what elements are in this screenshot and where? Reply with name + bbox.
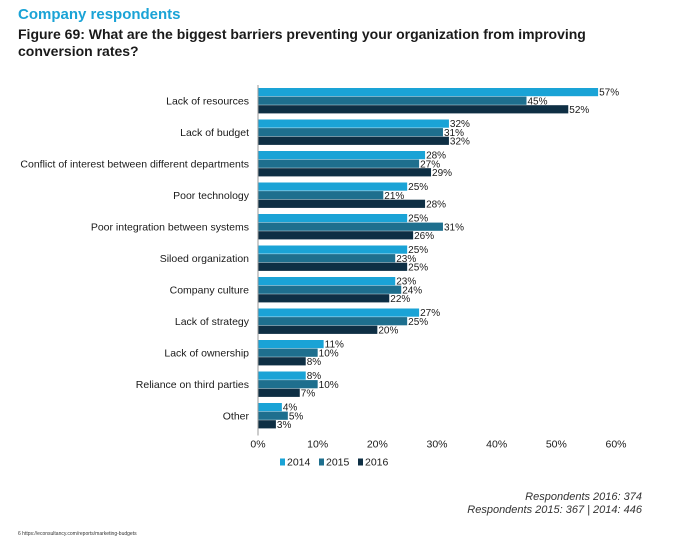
- bar-value-label: 10%: [319, 380, 339, 391]
- bar-2015: [258, 317, 408, 326]
- legend-swatch-2016: [358, 458, 363, 466]
- bar-2014: [258, 403, 282, 412]
- bar-2015: [258, 222, 443, 231]
- respondents-2016: Respondents 2016: 374: [525, 491, 642, 503]
- respondents-note: Respondents 2016: 374 Respondents 2015: …: [467, 491, 642, 517]
- category-label: Poor technology: [173, 190, 250, 202]
- bar-value-label: 8%: [307, 371, 322, 382]
- bar-2016: [258, 420, 276, 429]
- x-tick-label: 40%: [486, 439, 507, 451]
- category-label: Conflict of interest between different d…: [20, 159, 249, 171]
- bar-2016: [258, 325, 378, 334]
- legend-label: 2015: [326, 457, 350, 469]
- x-tick-label: 10%: [307, 439, 328, 451]
- bar-2016: [258, 168, 432, 177]
- bar-value-label: 31%: [444, 222, 464, 233]
- bar-value-label: 25%: [408, 317, 428, 328]
- bar-2014: [258, 340, 324, 349]
- bar-value-label: 23%: [396, 277, 416, 288]
- bar-2014: [258, 151, 426, 160]
- category-label: Company culture: [170, 285, 250, 297]
- bar-value-label: 29%: [432, 168, 452, 179]
- bar-value-label: 8%: [307, 357, 322, 368]
- x-tick-label: 0%: [250, 439, 265, 451]
- source-footnote: 6 https://econsultancy.com/reports/marke…: [18, 531, 137, 537]
- bar-2016: [258, 294, 390, 303]
- legend-swatch-2014: [280, 458, 285, 466]
- category-label: Other: [223, 411, 250, 423]
- bar-value-label: 7%: [301, 388, 316, 399]
- bar-value-label: 31%: [444, 128, 464, 139]
- bar-value-label: 25%: [408, 245, 428, 256]
- legend-label: 2016: [365, 457, 389, 469]
- bar-value-label: 21%: [384, 191, 404, 202]
- bar-value-label: 32%: [450, 136, 470, 147]
- bar-value-label: 52%: [569, 105, 589, 116]
- bar-value-label: 4%: [283, 403, 298, 414]
- x-tick-label: 50%: [546, 439, 567, 451]
- bar-value-label: 23%: [396, 254, 416, 265]
- category-label: Lack of resources: [166, 96, 249, 108]
- x-tick-label: 20%: [367, 439, 388, 451]
- category-label: Lack of strategy: [175, 316, 250, 328]
- bar-2016: [258, 231, 414, 240]
- bar-2015: [258, 159, 420, 168]
- category-label: Siloed organization: [160, 253, 249, 265]
- bar-value-label: 32%: [450, 119, 470, 130]
- bar-2016: [258, 199, 426, 208]
- bar-value-label: 25%: [408, 214, 428, 225]
- bar-value-label: 28%: [426, 151, 446, 162]
- category-label: Poor integration between systems: [91, 222, 249, 234]
- bar-value-label: 28%: [426, 199, 446, 210]
- category-label: Reliance on third parties: [136, 379, 249, 391]
- legend-label: 2014: [287, 457, 311, 469]
- bar-value-label: 26%: [414, 231, 434, 242]
- bar-2014: [258, 88, 599, 97]
- bar-2014: [258, 371, 306, 380]
- bar-2015: [258, 348, 318, 357]
- section-label: Company respondents: [18, 6, 181, 23]
- bar-value-label: 25%: [408, 262, 428, 273]
- bar-value-label: 22%: [390, 294, 410, 305]
- bar-value-label: 27%: [420, 308, 440, 319]
- bar-2016: [258, 357, 306, 366]
- bar-value-label: 10%: [319, 348, 339, 359]
- bar-value-label: 45%: [528, 96, 548, 107]
- x-tick-label: 30%: [426, 439, 447, 451]
- category-label: Lack of ownership: [164, 348, 249, 360]
- bar-2016: [258, 262, 408, 271]
- bar-2014: [258, 245, 408, 254]
- bar-value-label: 3%: [277, 420, 292, 431]
- bar-2015: [258, 96, 527, 105]
- bar-value-label: 25%: [408, 182, 428, 193]
- bar-2015: [258, 128, 443, 137]
- bar-value-label: 20%: [378, 325, 398, 336]
- bar-2014: [258, 182, 408, 191]
- bar-value-label: 24%: [402, 285, 422, 296]
- bar-2014: [258, 214, 408, 223]
- legend-swatch-2015: [319, 458, 324, 466]
- category-label: Lack of budget: [180, 127, 249, 139]
- bar-2014: [258, 277, 396, 286]
- bar-value-label: 57%: [599, 88, 619, 99]
- bar-2014: [258, 308, 420, 317]
- bar-2015: [258, 380, 318, 389]
- bar-2014: [258, 119, 449, 128]
- figure-title: Figure 69: What are the biggest barriers…: [18, 26, 586, 59]
- bar-value-label: 27%: [420, 159, 440, 170]
- bar-2016: [258, 105, 569, 114]
- bar-2015: [258, 411, 288, 420]
- bar-2016: [258, 388, 300, 397]
- bar-2016: [258, 136, 449, 145]
- bar-value-label: 5%: [289, 411, 304, 422]
- respondents-2015-2014: Respondents 2015: 367 | 2014: 446: [467, 504, 642, 516]
- bar-value-label: 11%: [325, 340, 344, 351]
- bar-2015: [258, 191, 384, 200]
- bar-2015: [258, 285, 402, 294]
- x-tick-label: 60%: [605, 439, 626, 451]
- bar-2015: [258, 254, 396, 263]
